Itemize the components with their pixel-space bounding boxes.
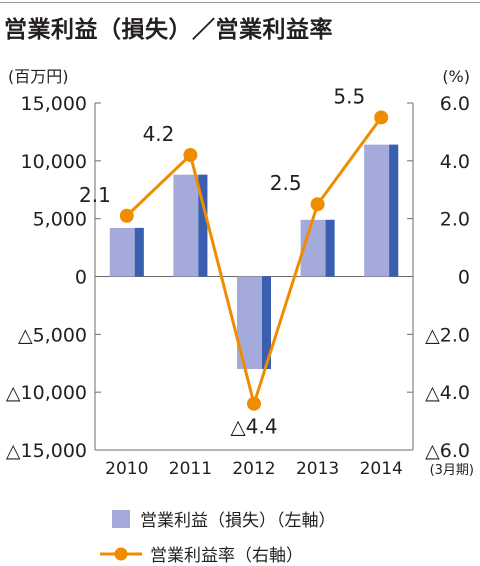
bar-shade — [262, 276, 271, 370]
bar-shade — [134, 227, 144, 277]
data-label: 2.5 — [270, 171, 302, 195]
legend-line-swatch — [100, 547, 142, 560]
right-tick-label: 4.0 — [440, 151, 470, 173]
legend-bar-swatch — [112, 509, 130, 528]
bar-shade — [389, 144, 399, 277]
bar-shade — [325, 219, 335, 277]
bar-shade — [198, 174, 208, 277]
line-point — [247, 396, 261, 411]
legend-label-operating-margin: 営業利益率（右軸） — [150, 546, 303, 566]
category-label: 2013 — [296, 459, 339, 479]
left-tick-label: △15,000 — [6, 440, 87, 462]
right-tick-label: △6.0 — [425, 440, 470, 462]
right-tick-label: △4.0 — [425, 382, 470, 404]
right-tick-label: △2.0 — [425, 324, 470, 346]
right-tick-label: 0 — [458, 267, 470, 289]
data-label: 4.2 — [143, 122, 175, 146]
line-point — [374, 110, 389, 125]
left-tick-label: 5,000 — [33, 209, 87, 231]
data-label: 5.5 — [333, 84, 365, 108]
legend-item-operating-income: 営業利益（損失）（左軸） — [100, 506, 336, 531]
category-label: 2012 — [232, 459, 275, 479]
left-tick-label: 0 — [75, 267, 87, 289]
left-tick-label: 10,000 — [21, 151, 87, 173]
data-label: △4.4 — [230, 415, 277, 439]
right-tick-label: 6.0 — [440, 93, 470, 115]
left-tick-label: △5,000 — [18, 324, 87, 346]
data-label: 2.1 — [79, 183, 111, 207]
left-tick-label: △10,000 — [6, 382, 87, 404]
category-label: 2010 — [105, 459, 148, 479]
left-axis-unit: (百万円) — [8, 67, 69, 86]
category-label: 2011 — [169, 459, 212, 479]
chart-title: 営業利益（損失）／営業利益率 — [4, 17, 333, 43]
right-tick-label: 2.0 — [440, 209, 470, 231]
line-point — [183, 148, 198, 163]
left-tick-label: 15,000 — [21, 93, 87, 115]
x-axis-suffix: (3月期) — [430, 463, 474, 478]
category-label: 2014 — [360, 459, 403, 479]
legend-label-operating-income: 営業利益（損失）（左軸） — [140, 511, 336, 531]
line-point — [119, 208, 134, 223]
legend-item-operating-margin: 営業利益率（右軸） — [100, 541, 303, 566]
right-axis-unit: (%) — [442, 67, 470, 86]
title-rule — [0, 2, 480, 3]
line-point — [310, 197, 325, 212]
